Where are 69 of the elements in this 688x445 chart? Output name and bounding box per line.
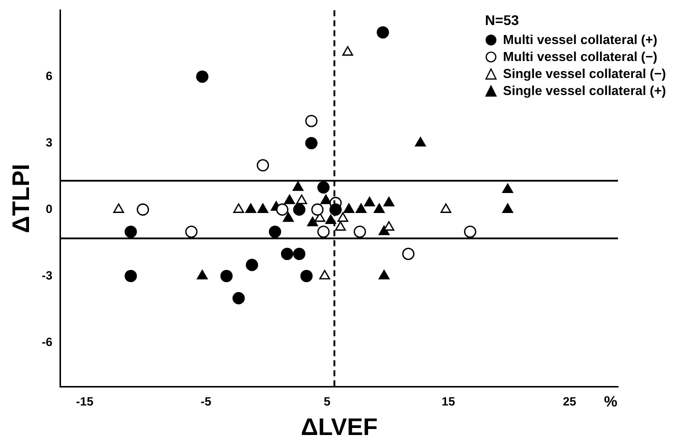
point: [320, 194, 332, 204]
point: [342, 46, 354, 56]
point: [384, 221, 394, 231]
legend-label: Multi vessel collateral (−): [503, 48, 658, 65]
legend-title: N=53: [485, 12, 520, 29]
point: [280, 248, 294, 260]
point: [354, 226, 366, 238]
legend-label: Multi vessel collateral (+): [503, 31, 658, 48]
y-tick-label: -6: [42, 334, 53, 349]
x-tick-label: 25: [562, 394, 577, 408]
point: [246, 258, 258, 272]
x-tick-label: 5: [324, 394, 331, 408]
point: [415, 136, 426, 147]
point: [196, 270, 208, 280]
legend-label: Single vessel collateral (+): [503, 82, 666, 99]
point: [305, 114, 318, 128]
point: [282, 212, 294, 222]
point: [317, 181, 330, 194]
point: [136, 203, 150, 216]
point: [185, 226, 198, 238]
x-tick-label: -15: [76, 394, 94, 408]
x-axis-title: ΔLVEF: [300, 414, 378, 442]
point: [232, 292, 245, 304]
point: [464, 226, 476, 238]
point: [344, 203, 354, 213]
point: [502, 183, 514, 194]
point: [319, 270, 330, 280]
point: [364, 196, 375, 206]
point: [325, 214, 336, 224]
x-tick-label: -5: [200, 394, 212, 408]
point: [293, 203, 306, 216]
y-tick-label: 0: [46, 202, 53, 216]
point: [113, 203, 124, 213]
point: [293, 248, 306, 260]
point: [502, 203, 514, 213]
point: [356, 203, 366, 213]
point: [376, 26, 390, 39]
y-tick-label: -3: [42, 268, 53, 282]
point: [311, 203, 324, 216]
point: [257, 203, 268, 213]
point: [307, 216, 318, 226]
y-tick-label: 3: [46, 135, 53, 150]
point: [317, 226, 330, 238]
point: [337, 212, 348, 222]
point: [296, 194, 308, 204]
point: [245, 203, 256, 213]
x-tick-label: 15: [442, 394, 456, 408]
point: [384, 196, 394, 206]
point: [378, 270, 390, 280]
point: [284, 194, 295, 204]
point: [374, 203, 385, 213]
point: [335, 221, 346, 231]
point: [124, 270, 137, 282]
point: [402, 248, 414, 260]
point: [276, 203, 288, 216]
point: [124, 226, 137, 238]
legend-label: Single vessel collateral (−): [503, 65, 666, 82]
y-tick-label: 6: [46, 68, 53, 83]
point: [300, 270, 313, 282]
point: [292, 181, 304, 191]
point: [440, 203, 452, 213]
y-axis-title: ΔTLPI: [8, 164, 36, 234]
point: [196, 70, 208, 83]
text: %: [604, 393, 618, 410]
point: [268, 226, 282, 238]
point: [220, 270, 233, 282]
point: [233, 203, 244, 213]
point: [305, 136, 318, 150]
point: [256, 159, 270, 172]
